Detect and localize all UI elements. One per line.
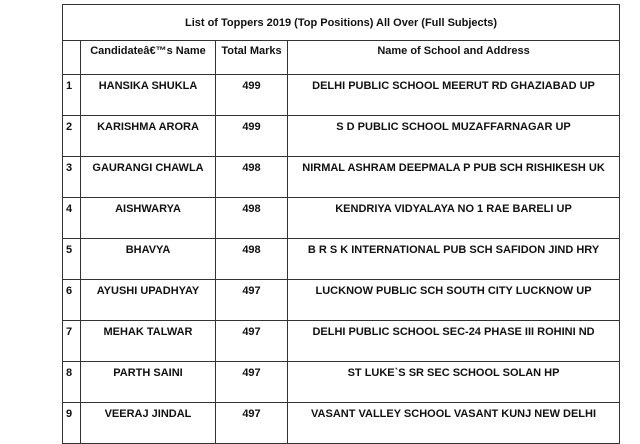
rank: 7 <box>62 320 81 362</box>
rank: 3 <box>62 156 81 198</box>
school-address: DELHI PUBLIC SCHOOL SEC-24 PHASE III ROH… <box>286 320 621 362</box>
total-marks: 499 <box>215 115 288 157</box>
school-address: DELHI PUBLIC SCHOOL MEERUT RD GHAZIABAD … <box>286 74 621 116</box>
rank: 6 <box>62 279 81 321</box>
candidate-name: HANSIKA SHUKLA <box>80 74 216 116</box>
candidate-name: KARISHMA ARORA <box>80 115 216 157</box>
school-address: KENDRIYA VIDYALAYA NO 1 RAE BARELI UP <box>286 197 621 239</box>
header-cell: Candidateâ€™s Name <box>80 40 216 75</box>
candidate-name: GAURANGI CHAWLA <box>80 156 216 198</box>
table-row: 1 HANSIKA SHUKLA 499 DELHI PUBLIC SCHOOL ME… <box>62 74 621 116</box>
candidate-name: VEERAJ JINDAL <box>80 402 216 444</box>
rank: 5 <box>62 238 81 280</box>
header-row: Candidateâ€™s Name Total Marks Name of Sch… <box>62 40 621 75</box>
total-marks: 497 <box>215 279 288 321</box>
total-marks: 497 <box>215 320 288 362</box>
total-marks: 498 <box>215 238 288 280</box>
table-row: 4 AISHWARYA 498 KENDRIYA VIDYALAYA NO 1 RAE… <box>62 197 621 239</box>
table-row: 2 KARISHMA ARORA 499 S D PUBLIC SCHOOL MUZA… <box>62 115 621 157</box>
candidate-name: AYUSHI UPADHYAY <box>80 279 216 321</box>
total-marks: 498 <box>215 156 288 198</box>
candidate-name: PARTH SAINI <box>80 361 216 403</box>
total-marks: 497 <box>215 361 288 403</box>
header-cell: Name of School and Address <box>286 40 621 75</box>
table-row: 7 MEHAK TALWAR 497 DELHI PUBLIC SCHOOL SEC-… <box>62 320 621 362</box>
table-row: 5 BHAVYA 498 B R S K INTERNATIONAL PUB SCH … <box>62 238 621 280</box>
school-address: LUCKNOW PUBLIC SCH SOUTH CITY LUCKNOW UP <box>286 279 621 321</box>
table-row: 8 PARTH SAINI 497 ST LUKE`S SR SEC SCHOOL S… <box>62 361 621 403</box>
table-row: 6 AYUSHI UPADHYAY 497 LUCKNOW PUBLIC SCH SO… <box>62 279 621 321</box>
rank: 8 <box>62 361 81 403</box>
rank: 4 <box>62 197 81 239</box>
candidate-name: AISHWARYA <box>80 197 216 239</box>
total-marks: 497 <box>215 402 288 444</box>
school-address: B R S K INTERNATIONAL PUB SCH SAFIDON JI… <box>286 238 621 280</box>
page: {"table": { "title": "List of Toppers 20… <box>61 4 621 444</box>
table-row: 9 VEERAJ JINDAL 497 VASANT VALLEY SCHOOL VA… <box>62 402 621 444</box>
header-cell <box>62 40 81 75</box>
total-marks: 499 <box>215 74 288 116</box>
candidate-name: BHAVYA <box>80 238 216 280</box>
total-marks: 498 <box>215 197 288 239</box>
school-address: NIRMAL ASHRAM DEEPMALA P PUB SCH RISHIKE… <box>286 156 621 198</box>
toppers-table: List of Toppers 2019 (Top Positions) All… <box>61 4 621 444</box>
rank: 2 <box>62 115 81 157</box>
rank: 1 <box>62 74 81 116</box>
school-address: VASANT VALLEY SCHOOL VASANT KUNJ NEW DEL… <box>286 402 621 444</box>
school-address: S D PUBLIC SCHOOL MUZAFFARNAGAR UP <box>286 115 621 157</box>
table-title: List of Toppers 2019 (Top Positions) All… <box>61 4 621 41</box>
candidate-name: MEHAK TALWAR <box>80 320 216 362</box>
table-row: 3 GAURANGI CHAWLA 498 NIRMAL ASHRAM DEEPMAL… <box>62 156 621 198</box>
header-cell: Total Marks <box>215 40 288 75</box>
school-address: ST LUKE`S SR SEC SCHOOL SOLAN HP <box>286 361 621 403</box>
rank: 9 <box>62 402 81 444</box>
